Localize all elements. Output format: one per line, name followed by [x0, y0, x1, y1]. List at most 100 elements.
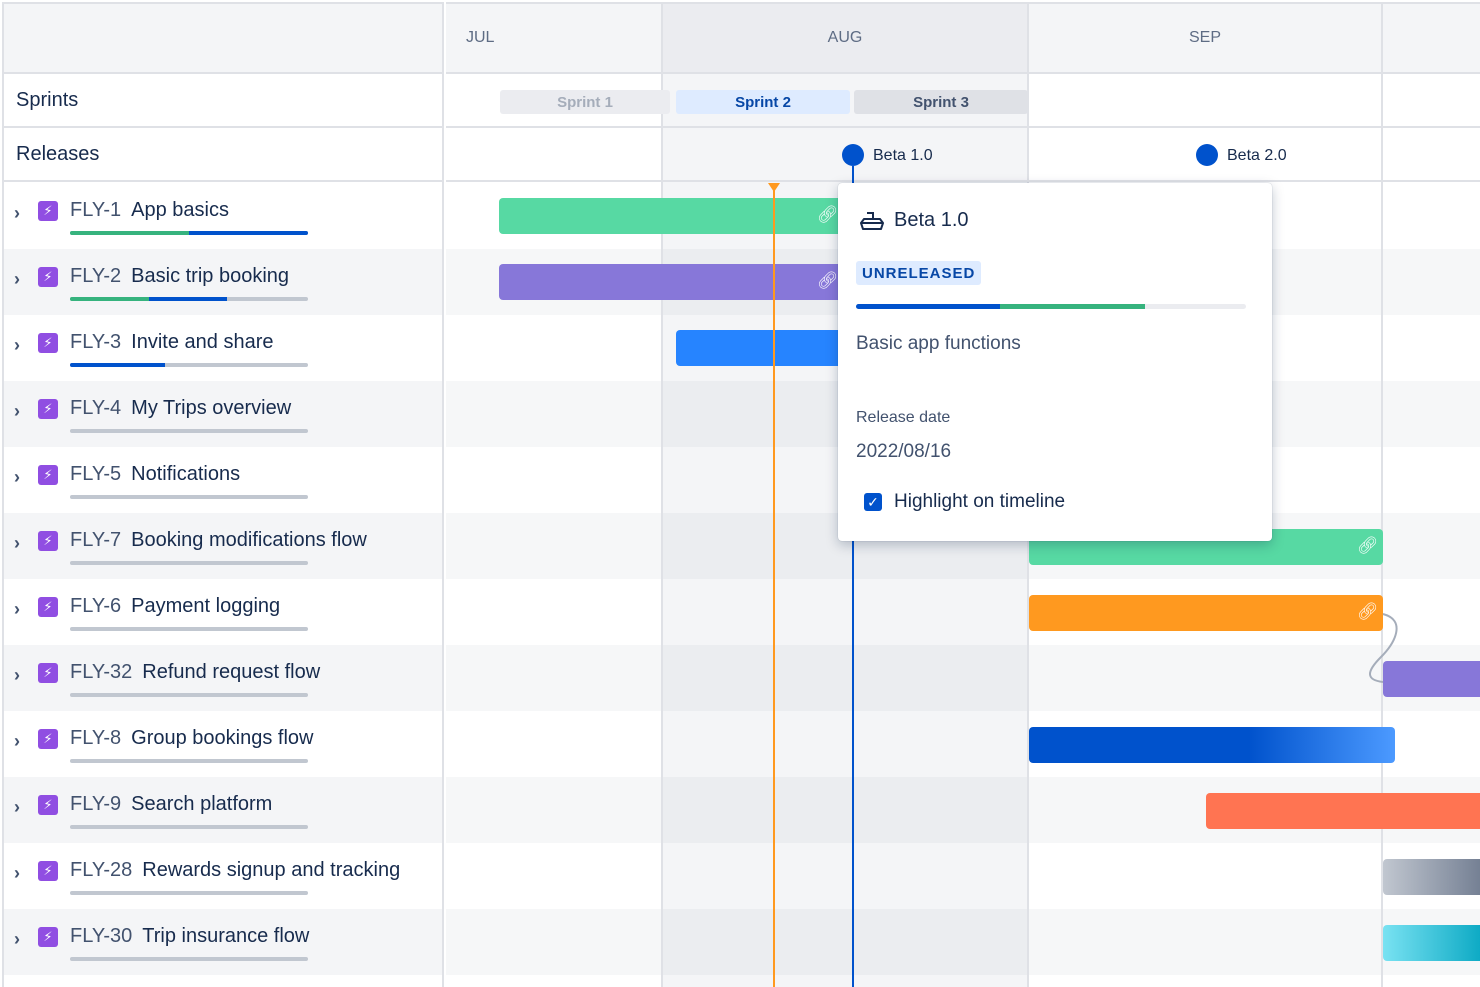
chevron-right-icon[interactable]: ›	[14, 665, 20, 685]
issue-row[interactable]: › ⚡︎ FLY-3 Invite and share	[4, 315, 442, 381]
issue-key-text[interactable]: FLY-9	[70, 793, 122, 815]
progress-in-progress	[148, 297, 228, 301]
issue-row[interactable]: › ⚡︎ FLY-28 Rewards signup and tracking	[4, 843, 442, 909]
month-header-sep: SEP	[1028, 2, 1382, 74]
month-header-aug: AUG	[662, 2, 1028, 74]
issue-key-text[interactable]: FLY-28	[70, 859, 133, 881]
issue-progress-bar	[70, 429, 308, 433]
issue-key-text[interactable]: FLY-32	[70, 661, 133, 683]
link-icon[interactable]: 🔗︎	[1357, 602, 1379, 621]
issue-title[interactable]: Notifications	[131, 463, 241, 485]
issue-row[interactable]: › ⚡︎ FLY-6 Payment logging	[4, 579, 442, 645]
sprint-2[interactable]: Sprint 2	[676, 90, 850, 114]
chevron-right-icon[interactable]: ›	[14, 335, 20, 355]
sprint-3[interactable]: Sprint 3	[854, 90, 1028, 114]
issue-row[interactable]: › ⚡︎ FLY-1 App basics	[4, 183, 442, 249]
chevron-right-icon[interactable]: ›	[14, 467, 20, 487]
epic-icon: ⚡︎	[38, 861, 58, 881]
chevron-right-icon[interactable]: ›	[14, 929, 20, 949]
issue-key[interactable]: FLY-30 Trip insurance flow	[70, 925, 309, 948]
issue-row[interactable]: › ⚡︎ FLY-4 My Trips overview	[4, 381, 442, 447]
chevron-right-icon[interactable]: ›	[14, 797, 20, 817]
issue-row[interactable]: › ⚡︎ FLY-7 Booking modifications flow	[4, 513, 442, 579]
progress-done	[70, 231, 189, 235]
issue-progress-bar	[70, 759, 308, 763]
bar-fly-9[interactable]	[1206, 793, 1480, 829]
issue-title[interactable]: Group bookings flow	[131, 727, 314, 749]
issue-key[interactable]: FLY-28 Rewards signup and tracking	[70, 859, 400, 882]
link-icon[interactable]: 🔗︎	[817, 205, 839, 224]
bar-fly-28[interactable]	[1383, 859, 1480, 895]
bar-fly-3[interactable]	[676, 330, 846, 366]
issue-row[interactable]: › ⚡︎ FLY-5 Notifications	[4, 447, 442, 513]
issue-key-text[interactable]: FLY-3	[70, 331, 122, 353]
bar-fly-8[interactable]	[1029, 727, 1395, 763]
issue-title[interactable]: My Trips overview	[131, 397, 292, 419]
issue-title[interactable]: Rewards signup and tracking	[142, 859, 401, 881]
issue-key[interactable]: FLY-4 My Trips overview	[70, 397, 291, 420]
release-label-beta-2[interactable]: Beta 2.0	[1227, 147, 1287, 164]
issue-key-text[interactable]: FLY-8	[70, 727, 122, 749]
bar-fly-30[interactable]	[1383, 925, 1480, 961]
bar-fly-6[interactable]: 🔗︎	[1029, 595, 1383, 631]
issue-progress-bar	[70, 495, 308, 499]
chevron-right-icon[interactable]: ›	[14, 533, 20, 553]
release-label-beta-1[interactable]: Beta 1.0	[873, 147, 933, 164]
progress-in-progress	[856, 304, 1001, 309]
issue-row[interactable]: › ⚡︎ FLY-30 Trip insurance flow	[4, 909, 442, 975]
issue-title[interactable]: Invite and share	[131, 331, 274, 353]
issue-row[interactable]: › ⚡︎ FLY-32 Refund request flow	[4, 645, 442, 711]
issue-key[interactable]: FLY-8 Group bookings flow	[70, 727, 313, 750]
issue-key[interactable]: FLY-2 Basic trip booking	[70, 265, 289, 288]
link-icon[interactable]: 🔗︎	[817, 271, 839, 290]
bar-fly-32[interactable]	[1383, 661, 1480, 697]
issue-title[interactable]: Trip insurance flow	[142, 925, 310, 947]
issue-key-text[interactable]: FLY-4	[70, 397, 122, 419]
list-header	[4, 2, 442, 74]
issue-row[interactable]: › ⚡︎ FLY-9 Search platform	[4, 777, 442, 843]
issue-key[interactable]: FLY-1 App basics	[70, 199, 229, 222]
issue-key-text[interactable]: FLY-7	[70, 529, 122, 551]
track-row	[446, 645, 1480, 711]
issue-title[interactable]: Search platform	[131, 793, 273, 815]
issue-key[interactable]: FLY-9 Search platform	[70, 793, 272, 816]
issue-key[interactable]: FLY-7 Booking modifications flow	[70, 529, 367, 552]
chevron-right-icon[interactable]: ›	[14, 401, 20, 421]
issue-key[interactable]: FLY-6 Payment logging	[70, 595, 280, 618]
status-lozenge: UNRELEASED	[856, 261, 982, 285]
chevron-right-icon[interactable]: ›	[14, 863, 20, 883]
release-marker-beta-2[interactable]	[1196, 144, 1218, 166]
issue-title[interactable]: Payment logging	[131, 595, 281, 617]
issue-title[interactable]: Basic trip booking	[131, 265, 290, 287]
chevron-right-icon[interactable]: ›	[14, 731, 20, 751]
epic-icon: ⚡︎	[38, 795, 58, 815]
issue-key-text[interactable]: FLY-30	[70, 925, 133, 947]
month-header-jul: JUL	[446, 2, 662, 74]
issue-row[interactable]: › ⚡︎ FLY-2 Basic trip booking	[4, 249, 442, 315]
release-date-label: Release date	[856, 409, 951, 426]
sprint-1[interactable]: Sprint 1	[500, 90, 670, 114]
month-divider	[661, 2, 663, 987]
popover-title: Beta 1.0	[858, 209, 969, 232]
link-icon[interactable]: 🔗︎	[1357, 536, 1379, 555]
epic-icon: ⚡︎	[38, 399, 58, 419]
chevron-right-icon[interactable]: ›	[14, 599, 20, 619]
chevron-right-icon[interactable]: ›	[14, 269, 20, 289]
issue-key-text[interactable]: FLY-2	[70, 265, 122, 287]
issue-key[interactable]: FLY-5 Notifications	[70, 463, 240, 486]
issue-key-text[interactable]: FLY-5	[70, 463, 122, 485]
highlight-checkbox[interactable]: ✓	[864, 493, 882, 511]
issue-key[interactable]: FLY-3 Invite and share	[70, 331, 273, 354]
issue-title[interactable]: Booking modifications flow	[131, 529, 367, 551]
issue-key-text[interactable]: FLY-6	[70, 595, 122, 617]
issue-key-text[interactable]: FLY-1	[70, 199, 122, 221]
bar-fly-2[interactable]: 🔗︎	[499, 264, 843, 300]
issue-title[interactable]: App basics	[131, 199, 229, 221]
release-marker-beta-1[interactable]	[842, 144, 864, 166]
issue-row[interactable]: › ⚡︎ FLY-8 Group bookings flow	[4, 711, 442, 777]
issue-key[interactable]: FLY-32 Refund request flow	[70, 661, 320, 684]
highlight-label[interactable]: Highlight on timeline	[894, 491, 1066, 512]
bar-fly-1[interactable]: 🔗︎	[499, 198, 843, 234]
issue-title[interactable]: Refund request flow	[142, 661, 321, 683]
chevron-right-icon[interactable]: ›	[14, 203, 20, 223]
